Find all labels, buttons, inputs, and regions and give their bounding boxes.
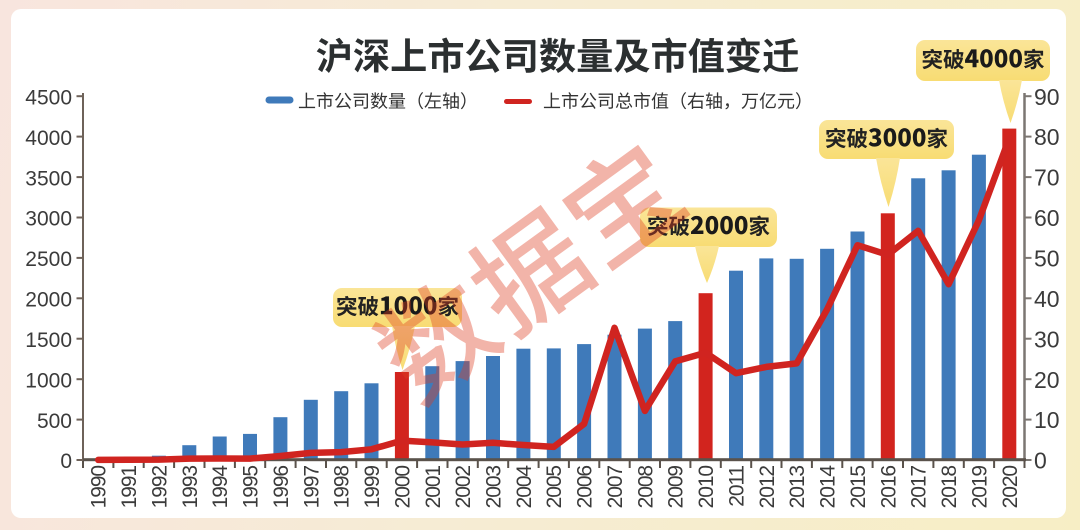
svg-text:1992: 1992	[148, 466, 171, 509]
svg-text:2002: 2002	[452, 466, 475, 509]
svg-text:30: 30	[1034, 326, 1060, 352]
svg-text:1993: 1993	[179, 466, 202, 509]
svg-text:2000: 2000	[391, 466, 414, 509]
svg-text:1996: 1996	[270, 466, 293, 509]
svg-text:2011: 2011	[726, 466, 749, 507]
svg-text:1995: 1995	[240, 466, 263, 509]
svg-text:1997: 1997	[300, 466, 323, 509]
svg-text:1000: 1000	[25, 369, 72, 392]
svg-text:2004: 2004	[513, 465, 536, 509]
svg-text:90: 90	[1034, 84, 1060, 110]
svg-text:1994: 1994	[209, 465, 232, 509]
svg-text:40: 40	[1034, 286, 1060, 312]
svg-text:2013: 2013	[786, 466, 809, 509]
svg-text:2500: 2500	[25, 248, 72, 271]
svg-text:2007: 2007	[604, 466, 627, 509]
svg-text:2016: 2016	[877, 466, 900, 509]
svg-text:3000: 3000	[25, 208, 72, 231]
svg-text:20: 20	[1034, 367, 1060, 393]
svg-text:2010: 2010	[695, 466, 718, 509]
svg-text:2018: 2018	[938, 466, 961, 509]
svg-text:2019: 2019	[968, 466, 991, 509]
svg-text:4000: 4000	[25, 127, 72, 150]
svg-text:1999: 1999	[361, 466, 384, 509]
svg-text:2015: 2015	[847, 466, 870, 509]
svg-text:1500: 1500	[25, 329, 72, 352]
svg-text:2009: 2009	[665, 466, 688, 509]
svg-text:2008: 2008	[634, 466, 657, 509]
svg-text:2000: 2000	[25, 289, 72, 312]
svg-text:2005: 2005	[543, 466, 566, 509]
svg-text:3500: 3500	[25, 167, 72, 190]
svg-text:2003: 2003	[483, 466, 506, 509]
svg-text:2012: 2012	[756, 466, 779, 509]
svg-text:4500: 4500	[25, 86, 72, 109]
svg-text:2017: 2017	[908, 466, 931, 509]
svg-text:80: 80	[1034, 124, 1060, 150]
svg-text:10: 10	[1034, 407, 1060, 433]
svg-text:2014: 2014	[817, 465, 840, 509]
svg-text:50: 50	[1034, 246, 1060, 272]
svg-text:1991: 1991	[118, 466, 141, 509]
svg-text:60: 60	[1034, 205, 1060, 231]
svg-text:1998: 1998	[331, 466, 354, 509]
svg-text:2020: 2020	[999, 466, 1022, 509]
svg-text:500: 500	[37, 410, 72, 433]
svg-text:1990: 1990	[88, 466, 111, 509]
svg-text:2006: 2006	[574, 466, 597, 509]
svg-text:2001: 2001	[422, 466, 445, 509]
svg-text:70: 70	[1034, 165, 1060, 191]
svg-text:0: 0	[1034, 448, 1047, 474]
svg-text:0: 0	[60, 450, 72, 473]
